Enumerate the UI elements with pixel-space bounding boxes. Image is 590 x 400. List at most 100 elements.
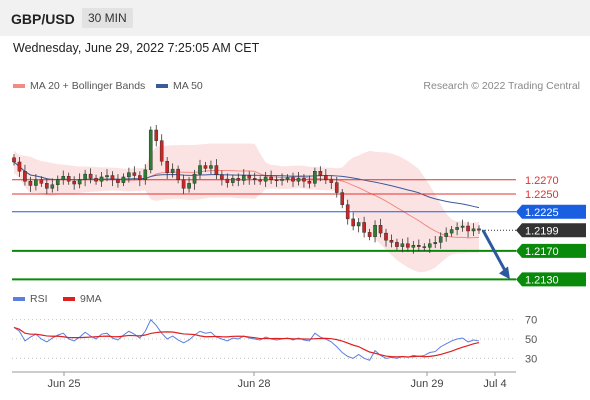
candle-body — [170, 168, 175, 173]
candle-body — [329, 179, 334, 183]
rsi-tick-label-2: 30 — [525, 353, 537, 365]
candle-body — [225, 178, 230, 183]
candle-body — [39, 179, 44, 184]
x-tick-label-1: Jun 28 — [237, 378, 270, 390]
candle-body — [427, 243, 432, 248]
candle-body — [269, 176, 273, 180]
candle-body — [192, 173, 197, 184]
candle-body — [121, 176, 126, 183]
candle-body — [159, 140, 164, 162]
candle-body — [307, 180, 312, 184]
candle-body — [296, 178, 301, 182]
level-label-2: 1.2225 — [525, 207, 559, 219]
timestamp: Wednesday, June 29, 2022 7:25:05 AM CET — [13, 41, 260, 55]
candle-body — [263, 176, 268, 182]
candle-body — [438, 236, 443, 243]
chart-header: GBP/USD 30 MIN — [0, 0, 590, 36]
candle-body — [274, 179, 279, 181]
candle-body — [88, 173, 93, 179]
candle-body — [400, 243, 405, 247]
x-tick-label-3: Jul 4 — [483, 378, 506, 390]
legend-label-rsi: RSI — [30, 293, 48, 305]
candle-body — [477, 228, 481, 231]
candle-body — [460, 225, 465, 228]
candle-body — [143, 169, 148, 180]
candle-body — [384, 232, 388, 241]
level-label-0: 1.2270 — [525, 175, 559, 187]
candle-body — [345, 204, 350, 220]
candle-body — [23, 171, 27, 182]
candle-body — [110, 175, 115, 180]
copyright-text: Research © 2022 Trading Central — [423, 80, 580, 92]
rsi-tick-label-1: 50 — [525, 334, 537, 346]
level-label-3: 1.2170 — [525, 246, 559, 258]
candle-body — [378, 225, 383, 234]
candle-body — [181, 179, 186, 189]
legend-rsi: RSI — [13, 293, 48, 305]
candle-body — [45, 183, 49, 189]
candle-body — [406, 243, 410, 248]
candle-body — [66, 176, 71, 182]
candle-body — [466, 225, 470, 232]
candle-body — [313, 171, 317, 184]
candle-body — [351, 218, 355, 227]
legend-ma20-bollinger: MA 20 + Bollinger Bands — [13, 80, 145, 92]
timeframe-badge[interactable]: 30 MIN — [82, 8, 133, 28]
level-tag-4 — [516, 272, 586, 287]
candle-body — [148, 129, 153, 171]
candle-body — [340, 192, 345, 205]
candle-body — [471, 228, 476, 232]
candle-body — [302, 178, 306, 182]
candle-body — [187, 183, 191, 189]
candle-body — [28, 180, 33, 186]
projection-arrow-head — [499, 266, 510, 280]
candle-body — [258, 179, 262, 182]
candle-body — [34, 179, 38, 186]
legend-swatch-9ma — [63, 297, 75, 302]
candle-body — [105, 175, 109, 178]
candle-body — [285, 177, 290, 180]
candle-body — [61, 176, 66, 180]
candle-body — [214, 165, 219, 176]
candle-body — [356, 222, 361, 227]
candle-body — [247, 175, 252, 179]
legend-9ma: 9MA — [63, 293, 102, 305]
rsi-line — [13, 318, 480, 361]
level-label-4: 1.2130 — [525, 274, 559, 286]
candle-body — [94, 178, 98, 182]
legend-swatch-rsi — [13, 297, 25, 302]
candle-body — [389, 240, 394, 243]
legend-swatch-ma50 — [156, 84, 168, 89]
candle-body — [291, 177, 295, 182]
candle-body — [334, 182, 339, 193]
current-price-tag — [516, 223, 586, 238]
candle-body — [209, 165, 213, 169]
candle-body — [318, 171, 323, 176]
candle-body — [241, 175, 246, 181]
candle-body — [395, 242, 399, 247]
current-price-label: 1.2199 — [525, 225, 559, 237]
rsi-tick-label-0: 70 — [525, 315, 537, 327]
candle-body — [411, 244, 416, 248]
candle-body — [176, 168, 180, 180]
candle-body — [324, 175, 328, 180]
candle-body — [72, 180, 76, 185]
symbol-title: GBP/USD — [11, 11, 75, 27]
candle-body — [198, 165, 202, 175]
candle-body — [17, 161, 22, 172]
legend-label-9ma: 9MA — [80, 293, 102, 305]
candle-body — [203, 165, 208, 169]
rsi-ma-line — [13, 326, 480, 358]
candle-body — [417, 244, 421, 247]
level-tag-2 — [516, 204, 586, 219]
candle-body — [83, 173, 87, 180]
candle-body — [12, 157, 16, 163]
candle-body — [444, 232, 448, 237]
candle-body — [138, 175, 142, 180]
legend-label-ma50: MA 50 — [173, 80, 203, 92]
candle-body — [367, 232, 372, 237]
candle-body — [422, 246, 427, 248]
level-tag-3 — [516, 243, 586, 258]
candle-body — [127, 172, 131, 178]
